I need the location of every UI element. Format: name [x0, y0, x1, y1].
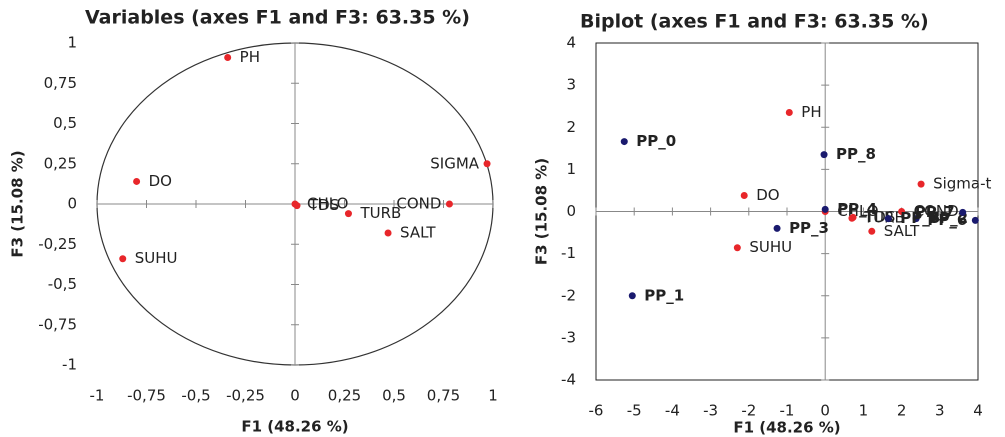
- x-tick-label: 0,75: [427, 387, 460, 405]
- data-point: [733, 244, 741, 252]
- data-point: [912, 215, 920, 223]
- point-label: SALT: [400, 223, 436, 241]
- y-tick-label: 0,5: [53, 114, 77, 132]
- x-tick-label: -0,75: [127, 387, 166, 405]
- data-point: [740, 191, 748, 199]
- data-point: [971, 216, 979, 224]
- y-tick-label: -0,25: [38, 235, 77, 253]
- x-tick-label: 1: [488, 387, 498, 405]
- y-tick-label: 2: [566, 118, 576, 136]
- data-point: [133, 177, 141, 185]
- x-tick-label: 0: [290, 387, 300, 405]
- y-tick-label: 1: [566, 160, 576, 178]
- point-label: PP_1: [644, 286, 684, 304]
- data-point: [293, 202, 301, 210]
- x-tick-label: -0,25: [226, 387, 265, 405]
- data-point: [821, 205, 829, 213]
- point-label: PH: [240, 48, 260, 66]
- x-tick-label: -6: [589, 402, 604, 420]
- x-tick-label: -0,5: [181, 387, 210, 405]
- data-point: [384, 229, 392, 237]
- point-label: DO: [756, 186, 779, 204]
- data-point: [785, 109, 793, 117]
- x-tick-label: 0,5: [382, 387, 406, 405]
- data-point: [820, 151, 828, 159]
- x-tick-label: 0: [820, 402, 830, 420]
- point-label: SIGMA: [430, 154, 480, 172]
- x-tick-label: -2: [741, 402, 756, 420]
- x-tick-label: 3: [935, 402, 945, 420]
- point-label: PP_7: [915, 203, 955, 221]
- point-label: SUHU: [749, 238, 792, 256]
- x-tick-label: 0,25: [328, 387, 361, 405]
- y-axis-title: F3 (15.08 %): [9, 150, 27, 257]
- x-axis-title: F1 (48.26 %): [241, 418, 348, 436]
- x-tick-label: 2: [897, 402, 907, 420]
- point-label: COND: [396, 195, 441, 213]
- point-label: TURB: [863, 209, 905, 227]
- y-tick-label: -1: [561, 244, 576, 262]
- y-tick-label: 4: [566, 34, 576, 52]
- point-label: PP_2: [928, 209, 968, 227]
- y-tick-label: 3: [566, 76, 576, 94]
- y-tick-label: -0,75: [38, 315, 77, 333]
- x-axis-title: F1 (48.26 %): [733, 419, 840, 437]
- y-tick-label: -1: [62, 356, 77, 374]
- data-point: [344, 210, 352, 218]
- x-tick-label: -1: [780, 402, 795, 420]
- point-label: COND: [914, 202, 959, 220]
- y-tick-label: 0,25: [44, 154, 77, 172]
- data-point: [848, 214, 856, 222]
- y-tick-label: -2: [561, 286, 576, 304]
- data-point: [620, 138, 628, 146]
- point-label: SALT: [884, 222, 920, 240]
- point-label: PP_3: [789, 219, 829, 237]
- y-tick-label: 0: [566, 202, 576, 220]
- data-point: [868, 227, 876, 235]
- point-label: Sigma-t: [933, 175, 991, 193]
- x-tick-label: -1: [90, 387, 105, 405]
- data-point: [898, 208, 906, 215]
- y-tick-label: 0,75: [44, 74, 77, 92]
- y-tick-label: -0,5: [48, 275, 77, 293]
- data-point: [773, 224, 781, 232]
- point-label: PP_8: [836, 145, 876, 163]
- point-label: PP_5: [900, 209, 940, 227]
- x-tick-label: -3: [703, 402, 718, 420]
- data-point: [959, 208, 967, 216]
- y-tick-label: 0: [67, 195, 77, 213]
- data-point: [224, 53, 232, 61]
- chart-title: Biplot (axes F1 and F3: 63.35 %): [580, 11, 929, 33]
- data-point: [119, 255, 127, 263]
- y-tick-label: -4: [561, 371, 576, 389]
- point-label: TURB: [359, 204, 401, 222]
- point-label: CHLO: [307, 195, 348, 213]
- y-axis-title: F3 (15.08 %): [533, 158, 551, 265]
- point-label: CHLO: [837, 202, 878, 220]
- chart-title: Variables (axes F1 and F3: 63.35 %): [85, 7, 470, 29]
- point-label: PP_0: [636, 132, 676, 150]
- data-point: [917, 180, 925, 188]
- point-label: SUHU: [135, 249, 178, 267]
- point-label: PH: [801, 103, 821, 121]
- x-tick-label: 1: [859, 402, 869, 420]
- data-point: [483, 160, 491, 168]
- x-tick-label: -5: [627, 402, 642, 420]
- y-tick-label: 1: [67, 34, 77, 52]
- data-point: [884, 215, 892, 223]
- point-label: TDS: [308, 196, 339, 214]
- x-tick-label: 4: [973, 402, 983, 420]
- x-tick-label: -4: [665, 402, 680, 420]
- y-tick-label: -3: [561, 328, 576, 346]
- point-label: DO: [149, 172, 172, 190]
- point-label: PP_4: [837, 200, 877, 218]
- data-point: [445, 200, 453, 208]
- data-point: [628, 292, 636, 300]
- point-label: PP_6: [927, 211, 967, 229]
